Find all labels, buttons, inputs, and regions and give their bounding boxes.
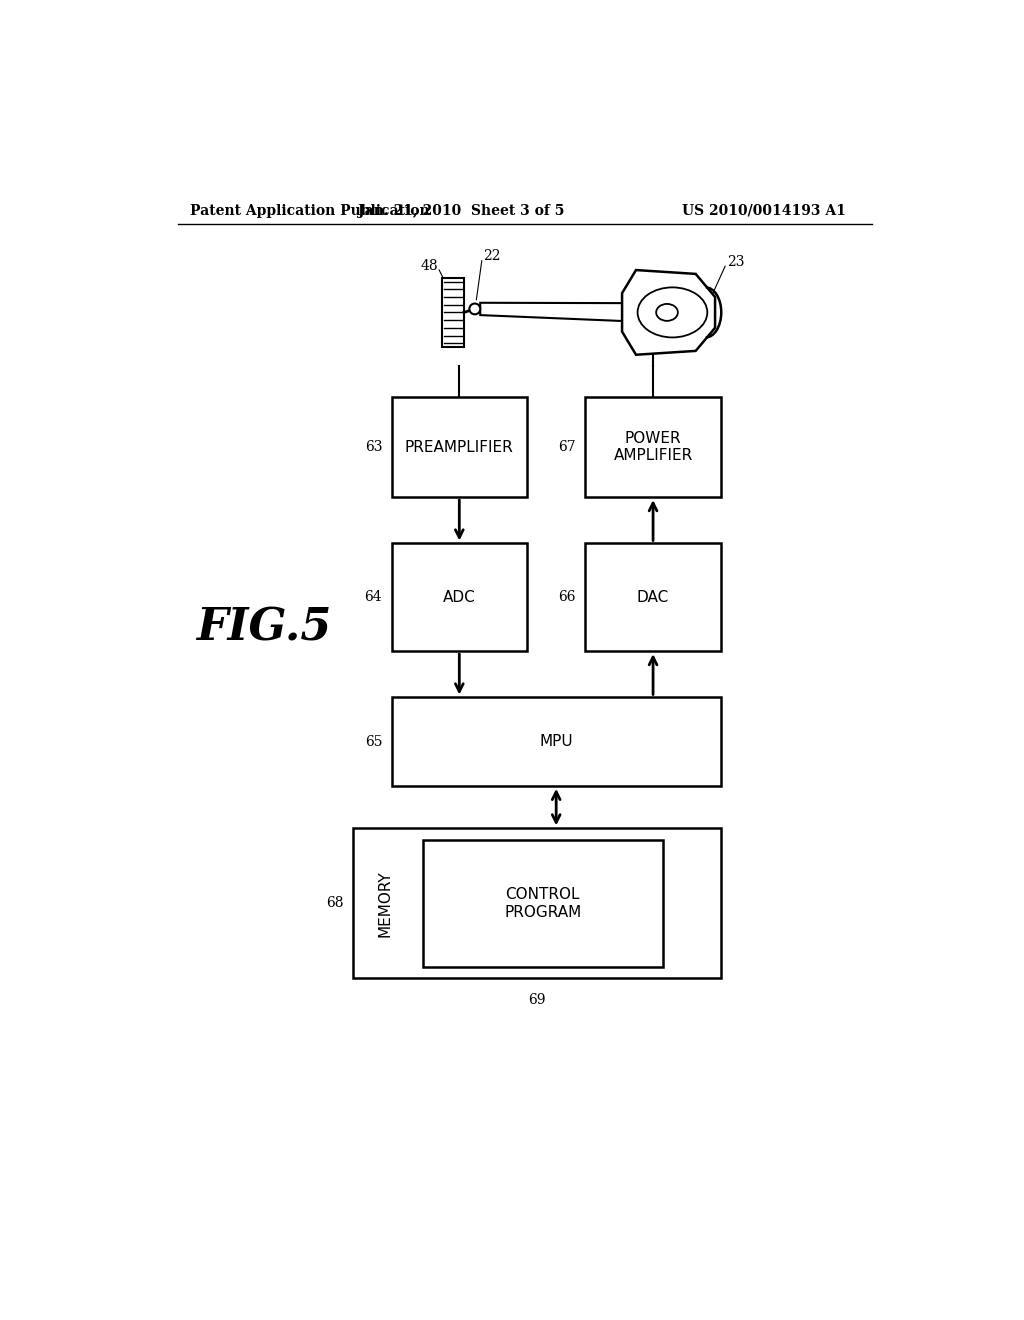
Bar bbox=[586, 544, 721, 651]
Text: Patent Application Publication: Patent Application Publication bbox=[190, 203, 430, 218]
Text: 48: 48 bbox=[421, 259, 438, 273]
Text: US 2010/0014193 A1: US 2010/0014193 A1 bbox=[682, 203, 846, 218]
Text: MPU: MPU bbox=[540, 734, 573, 750]
Polygon shape bbox=[480, 302, 638, 322]
Bar bbox=[423, 840, 663, 966]
Text: Jan. 21, 2010  Sheet 3 of 5: Jan. 21, 2010 Sheet 3 of 5 bbox=[358, 203, 564, 218]
Text: 68: 68 bbox=[326, 896, 343, 911]
Text: MEMORY: MEMORY bbox=[378, 870, 393, 937]
Bar bbox=[391, 397, 527, 498]
Ellipse shape bbox=[638, 288, 708, 338]
Bar bbox=[391, 544, 527, 651]
Text: 22: 22 bbox=[482, 249, 500, 263]
Text: CONTROL
PROGRAM: CONTROL PROGRAM bbox=[504, 887, 582, 920]
Text: 67: 67 bbox=[558, 440, 575, 454]
Text: 66: 66 bbox=[558, 590, 575, 605]
Bar bbox=[391, 697, 721, 785]
Text: FIG.5: FIG.5 bbox=[196, 607, 332, 649]
Bar bbox=[586, 397, 721, 498]
Text: 64: 64 bbox=[365, 590, 382, 605]
Text: POWER
AMPLIFIER: POWER AMPLIFIER bbox=[613, 430, 692, 463]
Circle shape bbox=[469, 304, 480, 314]
Text: PREAMPLIFIER: PREAMPLIFIER bbox=[404, 440, 514, 454]
Text: 69: 69 bbox=[528, 993, 546, 1007]
Text: ADC: ADC bbox=[443, 590, 476, 605]
Text: 63: 63 bbox=[365, 440, 382, 454]
Text: DAC: DAC bbox=[637, 590, 670, 605]
Ellipse shape bbox=[656, 304, 678, 321]
Bar bbox=[442, 277, 464, 347]
Bar bbox=[352, 829, 721, 978]
Text: 65: 65 bbox=[365, 735, 382, 748]
Polygon shape bbox=[622, 271, 715, 355]
Text: 23: 23 bbox=[727, 255, 744, 269]
